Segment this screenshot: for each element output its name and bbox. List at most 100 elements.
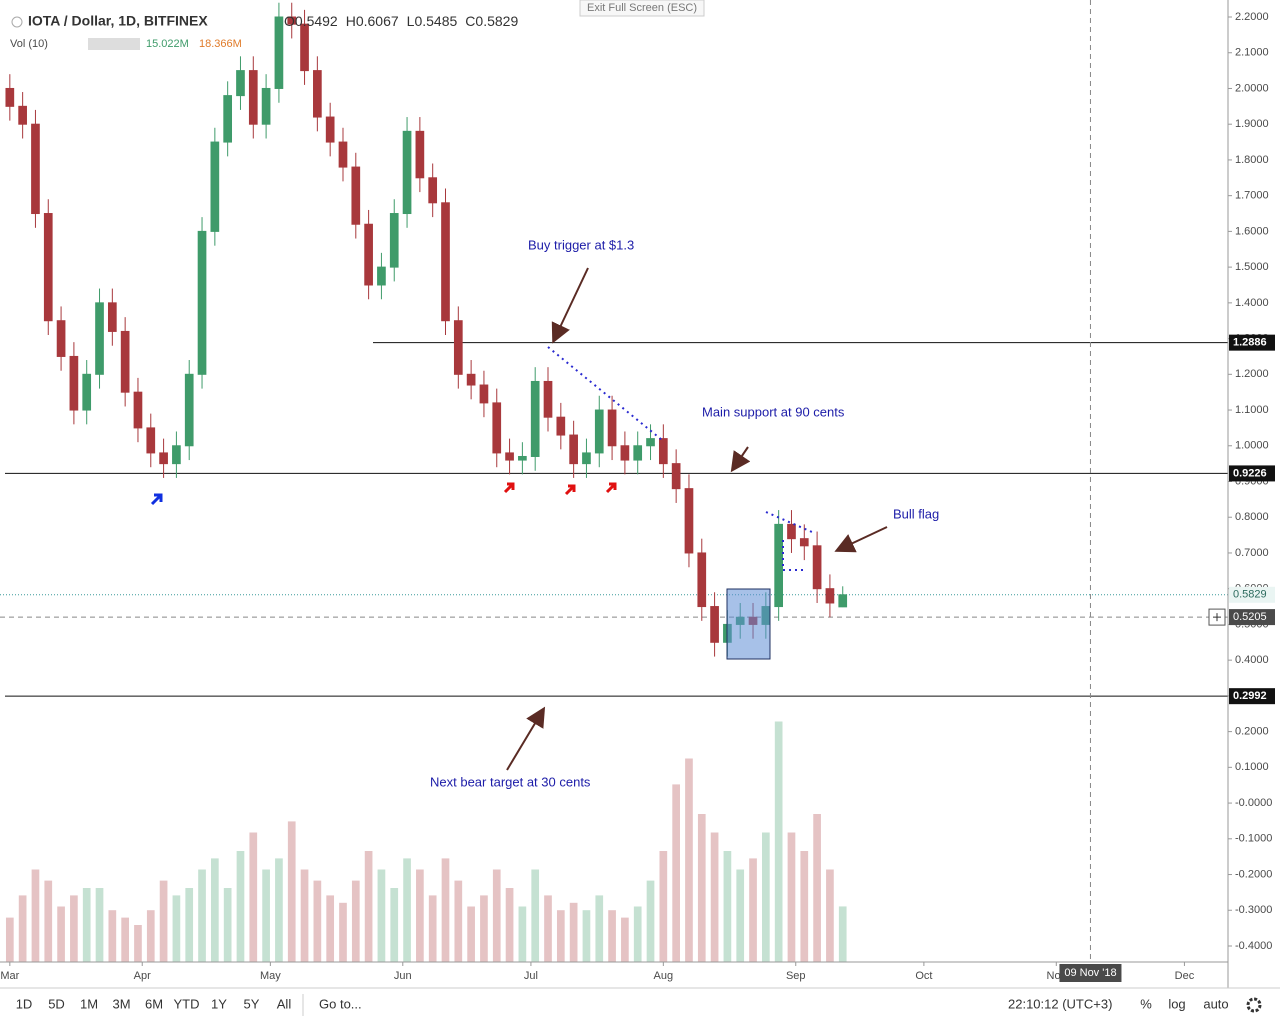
volume-bar — [441, 858, 450, 962]
candle-body — [812, 545, 822, 590]
range-button[interactable]: 1M — [80, 996, 98, 1011]
y-tick-label: -0.0000 — [1235, 797, 1272, 809]
y-tick-label: 2.1000 — [1235, 47, 1269, 59]
volume-bar — [736, 869, 745, 962]
y-tick-label: 0.2000 — [1235, 726, 1269, 738]
candle-body — [658, 438, 668, 465]
volume-bar — [428, 895, 437, 962]
candle-body — [133, 391, 143, 429]
l-label: L — [407, 13, 415, 29]
y-tick-label: 1.7000 — [1235, 190, 1269, 202]
exit-label[interactable]: Exit Full Screen (ESC) — [587, 2, 697, 14]
red-arrow — [503, 482, 515, 494]
y-tick-label: 0.8000 — [1235, 511, 1269, 523]
candle-body — [248, 70, 258, 125]
auto-button[interactable]: auto — [1203, 996, 1228, 1011]
y-tick-label: 1.2000 — [1235, 368, 1269, 380]
candles-layer — [5, 2, 848, 657]
volume-bar — [95, 888, 104, 962]
volume-bar — [5, 917, 14, 962]
c-label: C — [465, 13, 475, 29]
candle-body — [556, 416, 566, 436]
candle-body — [18, 105, 27, 125]
volume-bar — [800, 851, 809, 962]
study-buttons[interactable] — [88, 38, 140, 50]
candle-body — [415, 130, 425, 179]
range-button[interactable]: 6M — [145, 996, 163, 1011]
x-tick-label: Dec — [1175, 970, 1195, 982]
collapse-icon[interactable] — [11, 16, 23, 28]
volume-bar — [262, 869, 270, 962]
volume-bar — [672, 784, 680, 962]
candle-body — [389, 213, 399, 268]
annotation: Main support at 90 cents — [702, 404, 845, 419]
toolbar: 1D 5D 1M 3M 6M YTD 1Y 5Y All Go to... 22:10:12 (UT… — [16, 994, 1262, 1016]
volume-bar — [326, 895, 335, 962]
candle-body — [620, 445, 630, 461]
volume-bar — [467, 906, 475, 962]
range-button[interactable]: 1Y — [211, 996, 227, 1011]
volume-bar — [813, 814, 821, 962]
volume-bar — [377, 869, 386, 962]
candle-body — [236, 70, 245, 97]
volume-bar — [57, 906, 65, 962]
level-label: 1.2886 — [1233, 337, 1267, 349]
candle-body — [313, 70, 322, 118]
volume-bar — [762, 832, 770, 962]
goto-button[interactable]: Go to... — [319, 996, 362, 1011]
candle-body — [543, 380, 553, 418]
percent-button[interactable]: % — [1140, 996, 1152, 1011]
o-label: O — [284, 13, 295, 29]
range-button[interactable]: 3M — [112, 996, 130, 1011]
candle-body — [364, 223, 373, 286]
last-price-tag — [1229, 586, 1275, 603]
y-tick-label: -0.2000 — [1235, 868, 1272, 880]
volume-bar — [18, 895, 27, 962]
candle-body — [582, 452, 591, 465]
y-tick-label: 1.0000 — [1235, 440, 1269, 452]
volume-bar — [492, 869, 501, 962]
volume-bar — [633, 906, 642, 962]
level-tag — [1229, 334, 1275, 351]
volume-bar — [146, 910, 155, 962]
volume-bar — [531, 869, 540, 962]
range-button[interactable]: YTD — [174, 996, 200, 1011]
volume-bar — [569, 902, 578, 962]
volume-bar — [172, 895, 181, 962]
settings-icon[interactable] — [1246, 997, 1262, 1013]
candle-body — [825, 588, 835, 604]
range-button[interactable]: 5Y — [244, 996, 260, 1011]
x-tick-label: Oct — [915, 970, 932, 982]
candle-body — [569, 434, 578, 465]
range-button[interactable]: 5D — [48, 996, 65, 1011]
y-tick-label: 0.7000 — [1235, 547, 1269, 559]
range-button[interactable]: 1D — [16, 996, 33, 1011]
candle-body — [441, 202, 450, 322]
candle-body — [428, 177, 438, 204]
x-tick-label: Mar — [0, 970, 19, 982]
x-tick-label: Jun — [394, 970, 412, 982]
volume-bar — [70, 895, 78, 962]
candle-body — [31, 123, 40, 215]
candle-body — [172, 445, 181, 465]
crosshair-date-label: 09 Nov '18 — [1064, 967, 1116, 979]
axes-layer: 2.2000 2.1000 2.0000 1.9000 1.8000 1.7000 1.60… — [0, 11, 1275, 982]
crosshair-icon — [1213, 613, 1221, 622]
volume-bar — [749, 858, 757, 962]
volume-bar — [198, 869, 206, 962]
volume-bar — [31, 869, 40, 962]
candle-body — [69, 355, 79, 411]
log-button[interactable]: log — [1168, 996, 1185, 1011]
volume-bar — [608, 910, 616, 962]
levels-layer — [0, 0, 1228, 962]
volume-bar — [595, 895, 604, 962]
crosshair-price-label: 0.5205 — [1233, 611, 1267, 623]
volume-bar — [556, 910, 565, 962]
volume-layer — [5, 721, 847, 962]
range-button[interactable]: All — [277, 996, 292, 1011]
volume-bar — [339, 902, 347, 962]
candle-body — [5, 87, 15, 107]
trendline — [547, 346, 663, 441]
volume-bar — [287, 821, 296, 962]
exit-button[interactable] — [579, 0, 705, 17]
